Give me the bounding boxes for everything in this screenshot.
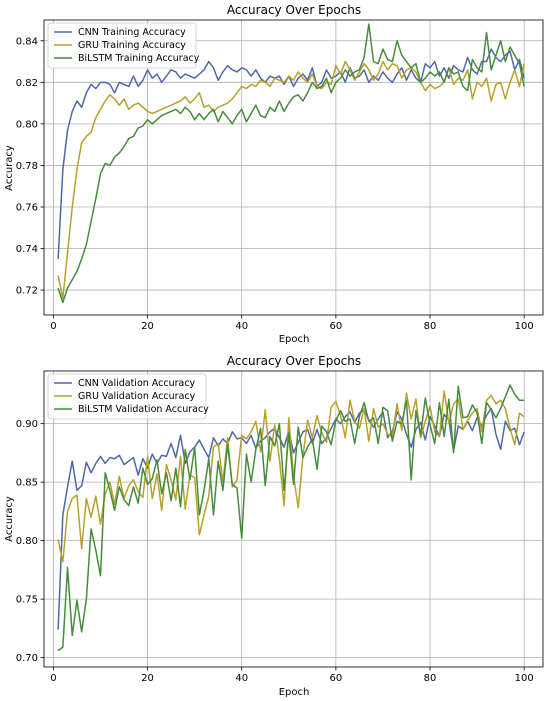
x-tick-label: 0 bbox=[50, 321, 56, 332]
validation-accuracy-chart: Accuracy Over Epochs 0 20 40 60 80 100 0.700.… bbox=[4, 354, 544, 698]
series-line bbox=[57, 390, 525, 563]
y-tick-label: 0.84 bbox=[16, 36, 38, 47]
x-tick-label: 40 bbox=[235, 321, 248, 332]
x-tick-label: 100 bbox=[515, 673, 534, 684]
y-tick-label: 0.80 bbox=[16, 119, 38, 130]
y-tick-label: 0.82 bbox=[16, 78, 38, 89]
y-tick-label: 0.75 bbox=[16, 595, 38, 606]
x-tick-label: 100 bbox=[515, 321, 534, 332]
legend-label: GRU Training Accuracy bbox=[78, 40, 186, 51]
y-axis-label: Accuracy bbox=[4, 145, 15, 191]
legend: CNN Training Accuracy GRU Training Accur… bbox=[47, 22, 200, 69]
series-lines bbox=[57, 384, 525, 652]
y-tick-label: 0.76 bbox=[16, 202, 38, 213]
series-line bbox=[57, 23, 525, 304]
legend-label: CNN Validation Accuracy bbox=[78, 378, 196, 389]
legend-label: GRU Validation Accuracy bbox=[78, 391, 196, 402]
x-tick-label: 60 bbox=[330, 673, 343, 684]
y-tick-label: 0.74 bbox=[16, 244, 38, 255]
plot-frame bbox=[43, 370, 544, 668]
x-tick-label: 20 bbox=[141, 673, 154, 684]
chart-title: Accuracy Over Epochs bbox=[227, 354, 361, 368]
legend: CNN Validation Accuracy GRU Validation A… bbox=[47, 373, 209, 420]
y-axis-label: Accuracy bbox=[4, 496, 15, 542]
x-tick-label: 20 bbox=[141, 321, 154, 332]
y-axis-ticks: 0.72 0.74 0.76 0.78 0.80 0.82 0.84 bbox=[16, 36, 44, 297]
y-axis-ticks: 0.70 0.75 0.80 0.85 0.90 bbox=[16, 419, 44, 664]
legend-label: CNN Training Accuracy bbox=[78, 27, 186, 38]
y-tick-label: 0.85 bbox=[16, 478, 38, 489]
legend-box bbox=[47, 22, 197, 69]
chart-title: Accuracy Over Epochs bbox=[227, 3, 361, 17]
series-line bbox=[57, 384, 525, 652]
series-line bbox=[57, 60, 525, 300]
y-tick-label: 0.80 bbox=[16, 536, 38, 547]
legend-label: BiLSTM Training Accuracy bbox=[78, 53, 200, 64]
x-axis-ticks: 0 20 40 60 80 100 bbox=[50, 667, 534, 684]
y-tick-label: 0.78 bbox=[16, 161, 38, 172]
x-tick-label: 0 bbox=[50, 673, 56, 684]
y-tick-label: 0.70 bbox=[16, 653, 38, 664]
legend-box bbox=[47, 373, 207, 420]
x-tick-label: 80 bbox=[424, 321, 437, 332]
y-tick-label: 0.72 bbox=[16, 286, 38, 297]
x-tick-label: 60 bbox=[330, 321, 343, 332]
series-lines bbox=[57, 23, 525, 304]
x-tick-label: 80 bbox=[424, 673, 437, 684]
x-axis-ticks: 0 20 40 60 80 100 bbox=[50, 315, 534, 332]
grid bbox=[44, 20, 543, 315]
plot-frame bbox=[43, 19, 544, 316]
legend-label: BiLSTM Validation Accuracy bbox=[78, 404, 209, 415]
training-accuracy-chart: Accuracy Over Epochs 0 20 40 60 80 100 0.720.… bbox=[4, 3, 544, 345]
y-tick-label: 0.90 bbox=[16, 419, 38, 430]
series-line bbox=[57, 48, 525, 259]
x-tick-label: 40 bbox=[235, 673, 248, 684]
x-axis-label: Epoch bbox=[279, 687, 310, 698]
x-axis-label: Epoch bbox=[279, 334, 310, 345]
